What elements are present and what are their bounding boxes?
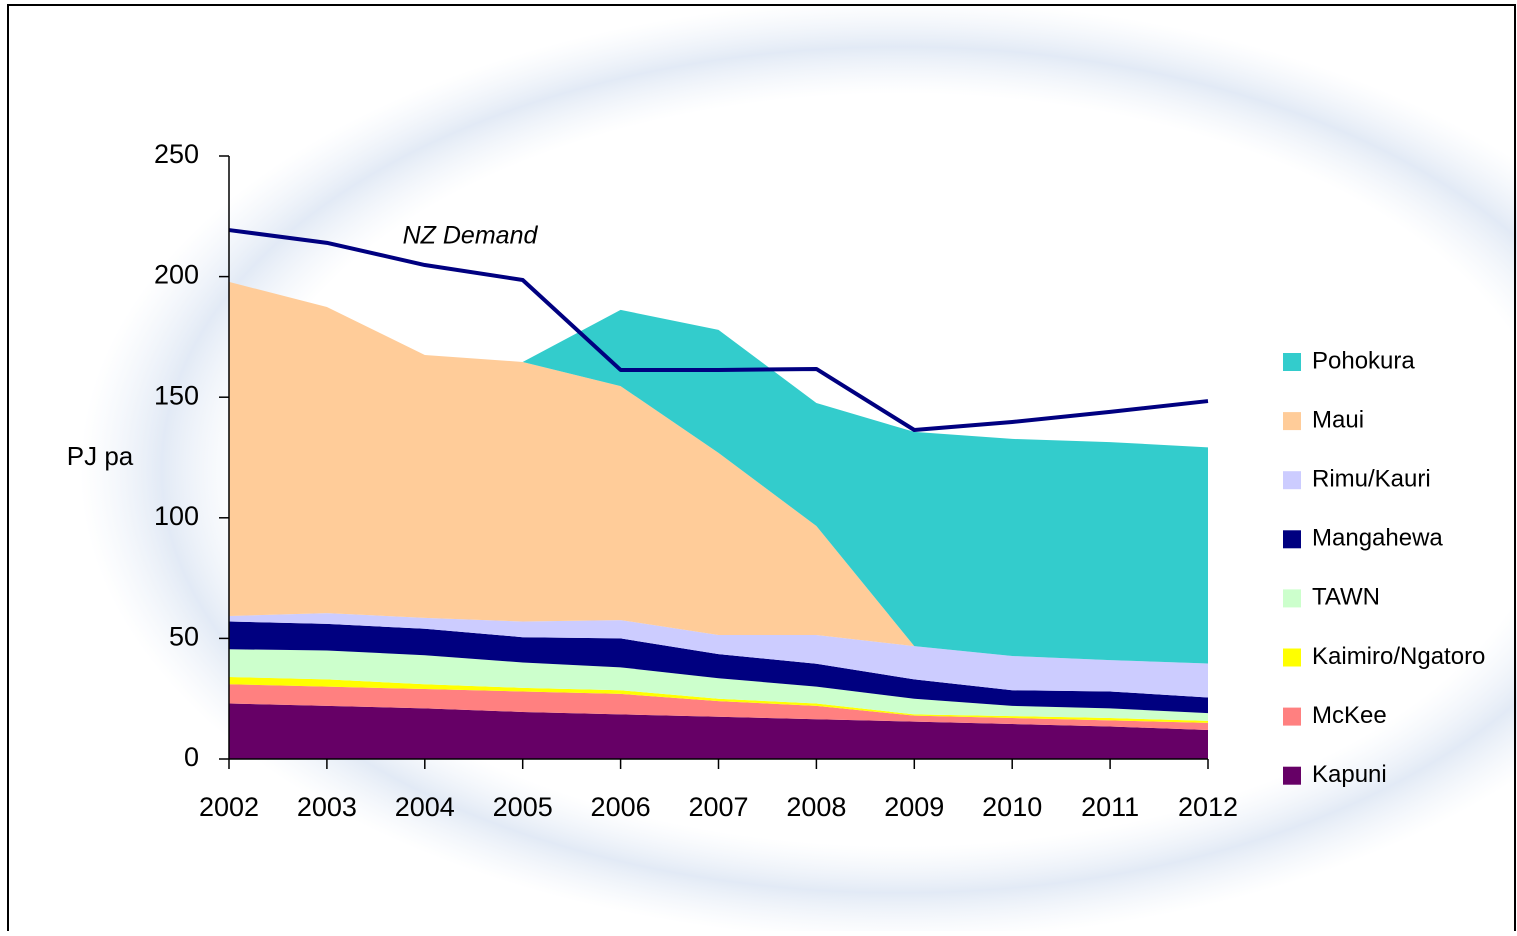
- x-tick-label: 2011: [1081, 792, 1139, 822]
- area: [229, 703, 1208, 759]
- x-tick-label: 2010: [982, 792, 1042, 822]
- y-tick-label: 250: [154, 139, 199, 169]
- frame: [7, 4, 1516, 931]
- line-annotation: NZ Demand: [403, 222, 539, 250]
- x-tick-label: 2005: [493, 792, 553, 822]
- area: [229, 281, 1208, 664]
- legend-swatch: [1283, 766, 1301, 785]
- y-tick-label: 150: [154, 380, 199, 410]
- legend-swatch: [1283, 589, 1301, 608]
- area: [229, 621, 1208, 714]
- area: [229, 649, 1208, 721]
- legend-label: Kapuni: [1312, 761, 1387, 788]
- legend-swatch: [1283, 353, 1301, 371]
- y-axis-label: PJ pa: [67, 441, 134, 471]
- y-tick-label: 50: [169, 622, 199, 652]
- x-tick-label: 2009: [884, 792, 944, 822]
- y-tick-label: 200: [154, 260, 199, 290]
- legend-label: TAWN: [1312, 584, 1380, 611]
- legend-label: Mangahewa: [1312, 525, 1443, 552]
- legend-swatch: [1283, 648, 1301, 667]
- legend-label: Pohokura: [1312, 347, 1415, 374]
- area: [229, 281, 1208, 664]
- legend-label: Rimu/Kauri: [1312, 466, 1431, 493]
- legend-label: McKee: [1312, 702, 1387, 729]
- line: [228, 228, 1209, 433]
- y-tick-label: 0: [184, 742, 199, 772]
- y-tick-label: 100: [154, 501, 199, 531]
- x-tick-label: 2003: [297, 792, 357, 822]
- legend-swatch: [1283, 530, 1301, 549]
- x-tick-label: 2008: [786, 792, 846, 822]
- legend-label: Maui: [1312, 406, 1364, 433]
- x-tick-label: 2006: [591, 792, 651, 822]
- area: [229, 613, 1208, 698]
- legend-swatch: [1283, 471, 1301, 490]
- legend-swatch: [1283, 412, 1301, 431]
- x-tick-label: 2007: [688, 792, 748, 822]
- legend-swatch: [1283, 707, 1301, 726]
- x-tick-label: 2012: [1178, 792, 1238, 822]
- legend-label: Kaimiro/Ngatoro: [1312, 643, 1485, 670]
- x-tick-label: 2002: [199, 792, 259, 822]
- area: [229, 676, 1208, 723]
- x-tick-label: 2004: [395, 792, 455, 822]
- area: [229, 684, 1208, 731]
